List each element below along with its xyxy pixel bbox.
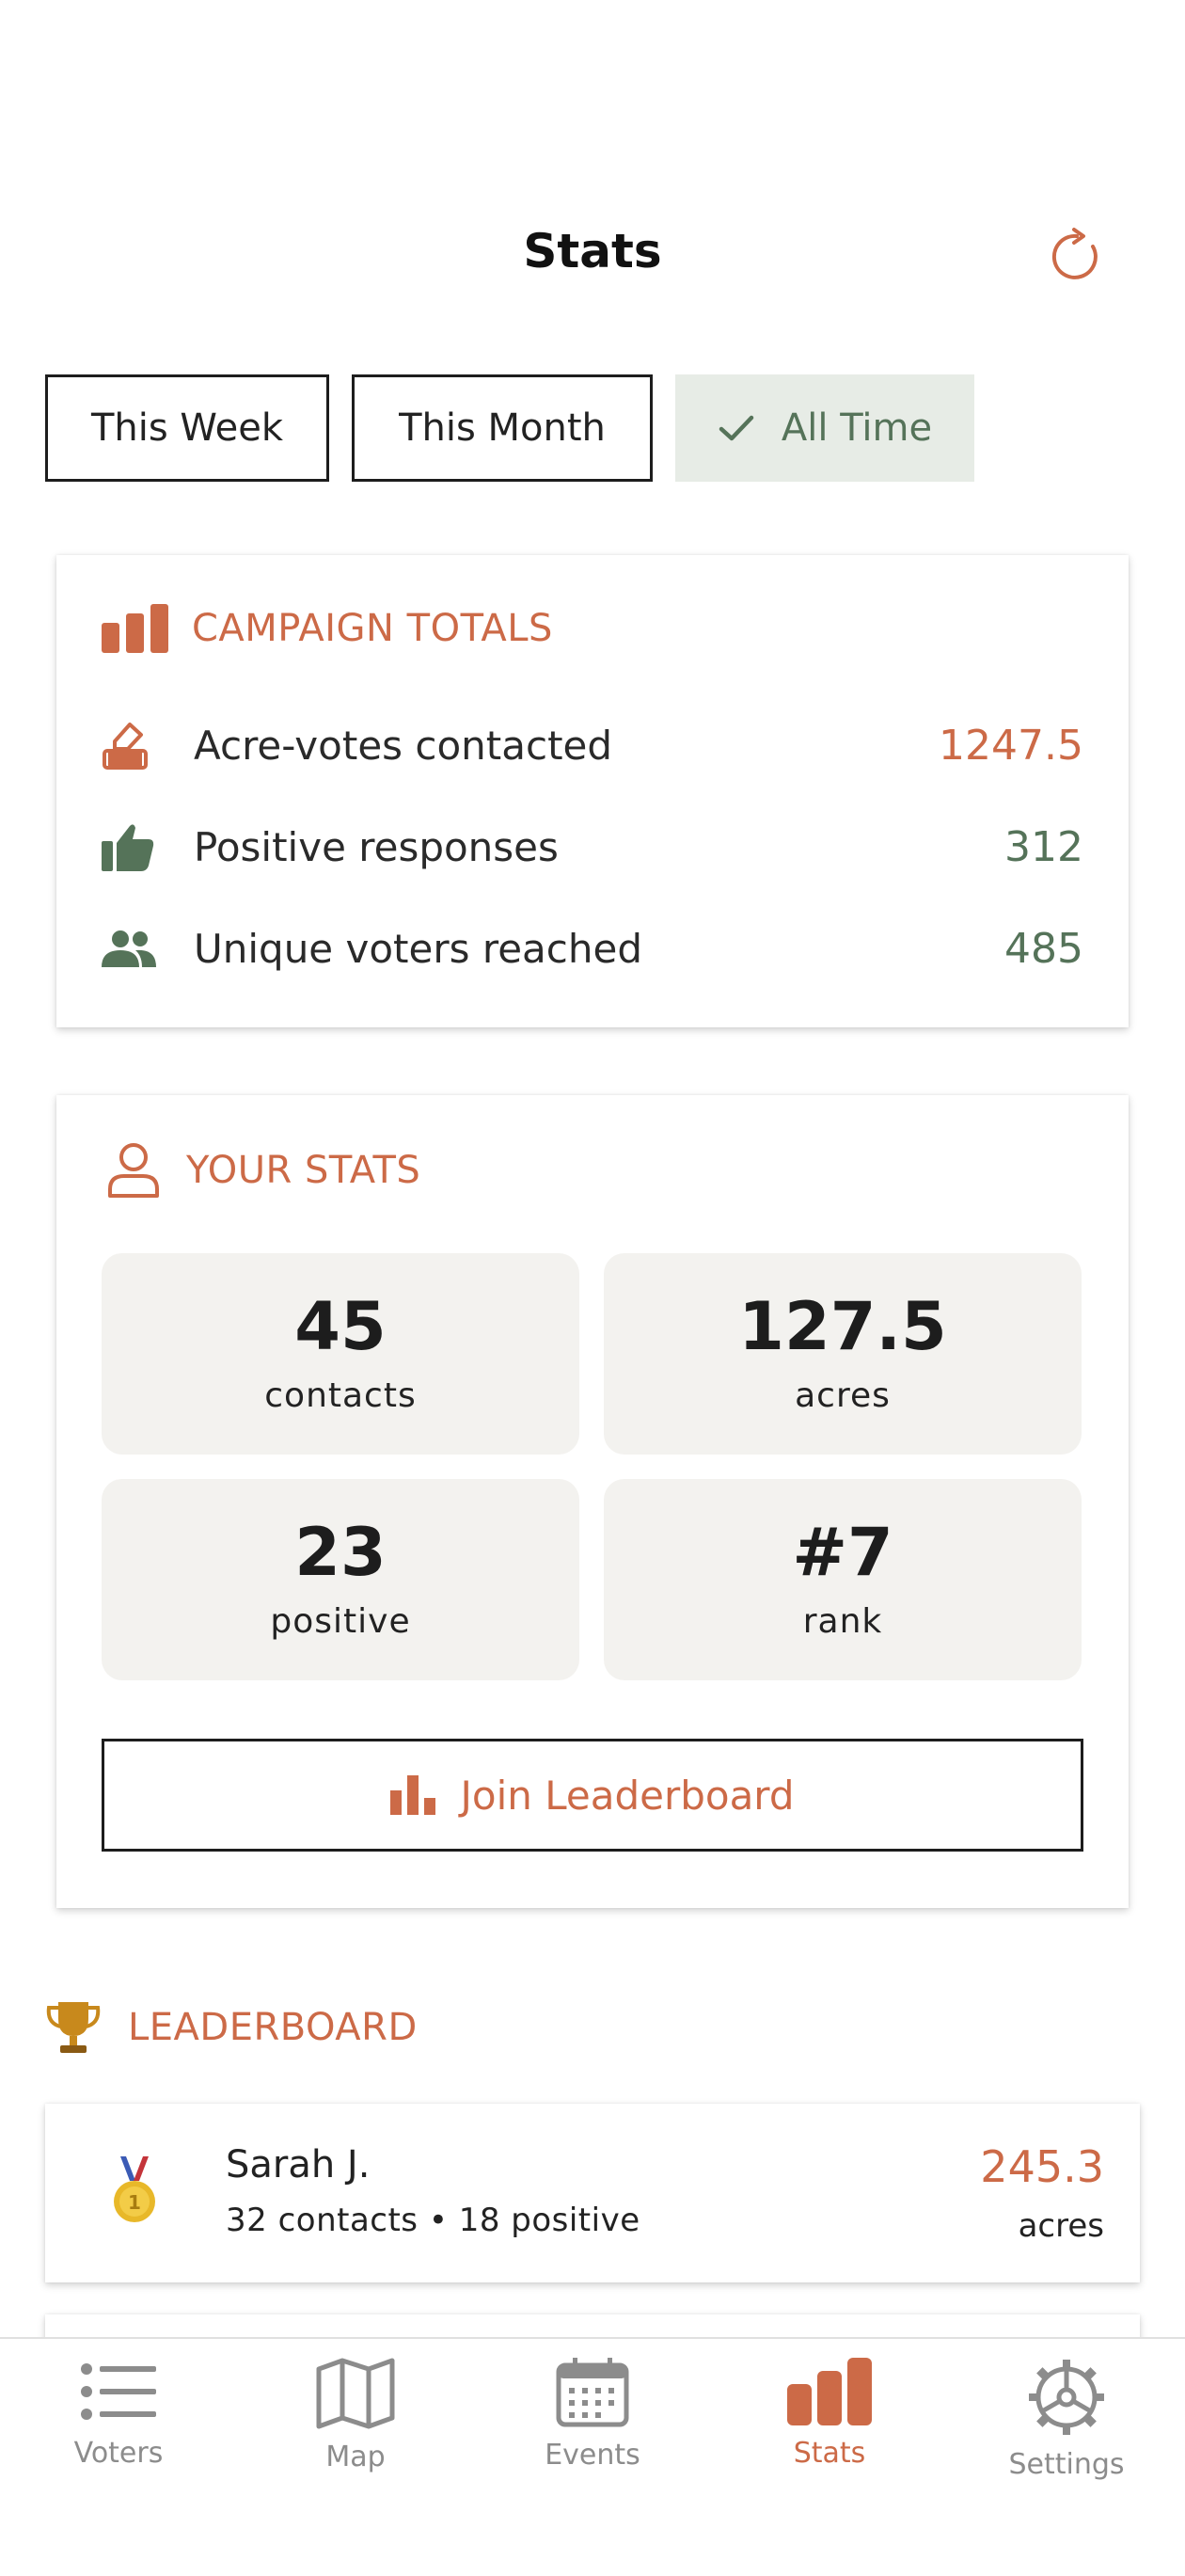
bottom-nav: Voters Map Events Stats (0, 2337, 1185, 2576)
join-leaderboard-button[interactable]: Join Leaderboard (102, 1739, 1083, 1852)
stat-box-label: acres (795, 1375, 891, 1415)
trophy-icon (46, 2002, 101, 2053)
leaderboard-entry[interactable]: 1 Sarah J. 32 contacts • 18 positive 245… (45, 2104, 1140, 2282)
section-title: YOUR STATS (186, 1149, 421, 1192)
filter-label: This Week (90, 406, 284, 450)
stat-box-label: positive (270, 1601, 411, 1641)
leaderboard-name: Sarah J. (226, 2143, 371, 2186)
campaign-totals-heading: CAMPAIGN TOTALS (102, 604, 553, 653)
people-icon (102, 930, 156, 967)
filter-label: This Month (399, 406, 606, 450)
leaderboard-detail: 32 contacts • 18 positive (226, 2202, 640, 2239)
bar-chart-icon (787, 2358, 872, 2425)
join-leaderboard-label: Join Leaderboard (460, 1772, 795, 1819)
stat-box-value: 45 (294, 1287, 387, 1365)
stat-box-contacts: 45 contacts (102, 1253, 579, 1455)
refresh-icon (1051, 228, 1098, 279)
stat-box-value: 127.5 (738, 1287, 947, 1365)
bar-chart-icon (102, 604, 168, 653)
stat-box-label: contacts (264, 1375, 417, 1415)
calendar-icon (556, 2358, 629, 2427)
person-icon (108, 1143, 159, 1198)
ballot-icon (103, 723, 148, 770)
stat-box-positive: 23 positive (102, 1479, 579, 1680)
section-title: CAMPAIGN TOTALS (192, 607, 553, 650)
stat-value: 485 (1004, 924, 1083, 973)
leaderboard-unit: acres (1018, 2207, 1104, 2245)
map-icon (316, 2358, 395, 2429)
refresh-button[interactable] (1046, 226, 1108, 288)
stat-box-value: #7 (792, 1513, 893, 1591)
stat-box-value: 23 (294, 1513, 387, 1591)
your-stats-card: YOUR STATS 45 contacts 127.5 acres 23 po… (56, 1095, 1129, 1908)
filter-this-week[interactable]: This Week (45, 374, 329, 482)
your-stats-heading: YOUR STATS (107, 1142, 420, 1199)
nav-label: Settings (1008, 2448, 1125, 2481)
nav-label: Voters (73, 2437, 164, 2470)
nav-label: Events (545, 2439, 640, 2472)
nav-voters[interactable]: Voters (0, 2339, 237, 2527)
stat-label: Unique voters reached (194, 925, 642, 972)
nav-map[interactable]: Map (237, 2339, 474, 2527)
stat-box-acres: 127.5 acres (604, 1253, 1082, 1455)
stat-value: 312 (1004, 822, 1083, 871)
filter-all-time[interactable]: All Time (675, 374, 974, 482)
gold-medal-icon: 1 (114, 2156, 155, 2222)
stat-row-acre-votes: Acre-votes contacted 1247.5 (102, 717, 1083, 773)
filter-this-month[interactable]: This Month (352, 374, 653, 482)
leaderboard-value: 245.3 (980, 2141, 1104, 2192)
stat-value: 1247.5 (939, 721, 1083, 770)
thumbs-up-icon (102, 824, 154, 871)
nav-settings[interactable]: Settings (948, 2339, 1185, 2527)
nav-label: Stats (793, 2437, 866, 2470)
list-icon (81, 2363, 156, 2420)
section-title: LEADERBOARD (128, 2006, 418, 2049)
stat-row-positive-responses: Positive responses 312 (102, 819, 1083, 875)
svg-text:1: 1 (128, 2191, 141, 2214)
page-title: Stats (523, 224, 662, 278)
filter-label: All Time (781, 406, 933, 450)
nav-stats[interactable]: Stats (711, 2339, 948, 2527)
campaign-totals-card: CAMPAIGN TOTALS Acre-votes contacted 124… (56, 555, 1129, 1027)
gear-icon (1029, 2360, 1104, 2435)
stat-label: Positive responses (194, 823, 559, 870)
nav-label: Map (325, 2441, 386, 2473)
stat-box-rank: #7 rank (604, 1479, 1082, 1680)
stat-label: Acre-votes contacted (194, 722, 613, 769)
stat-row-unique-voters: Unique voters reached 485 (102, 920, 1083, 977)
leaderboard-heading: LEADERBOARD (45, 1998, 418, 2057)
nav-events[interactable]: Events (474, 2339, 711, 2527)
stat-box-label: rank (802, 1601, 883, 1641)
bar-chart-icon (390, 1775, 436, 1815)
check-icon (719, 415, 754, 441)
